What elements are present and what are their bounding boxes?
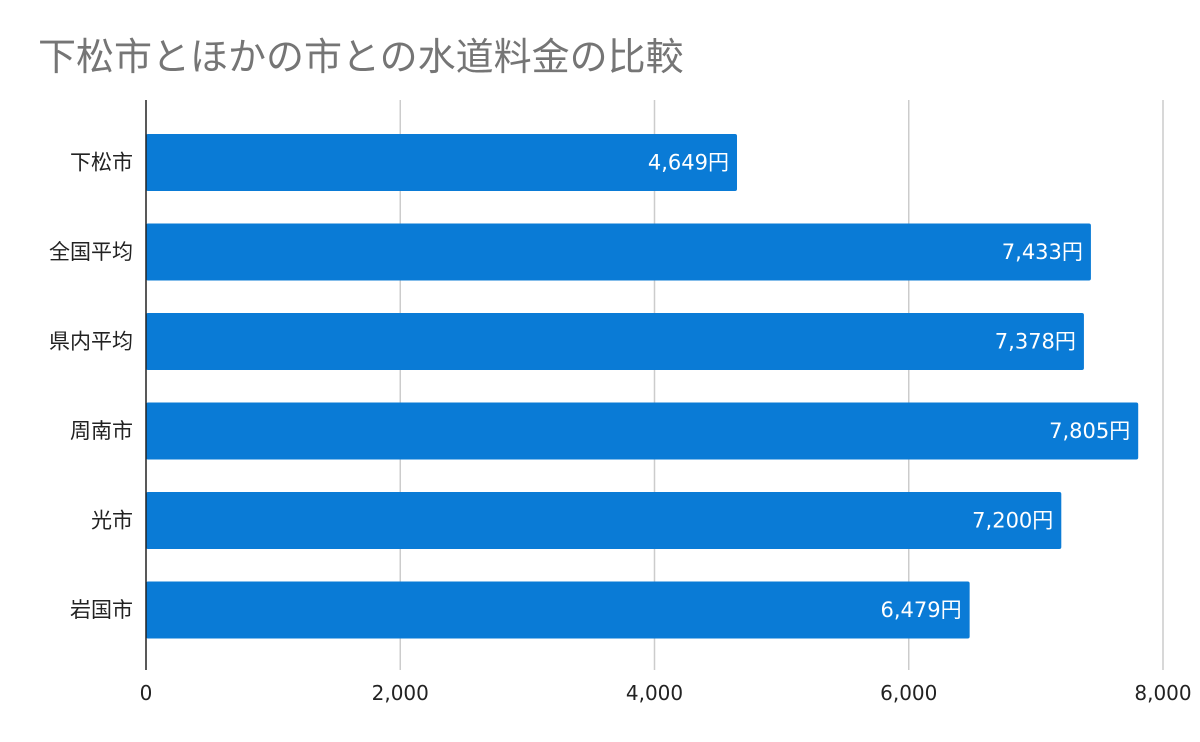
data-label: 7,378円 [995, 330, 1076, 354]
data-label: 6,479円 [881, 598, 962, 622]
category-label: 周南市 [70, 419, 133, 443]
data-label: 4,649円 [648, 151, 729, 175]
bar [146, 492, 1062, 549]
data-label: 7,433円 [1002, 240, 1083, 264]
bar [146, 581, 970, 639]
category-label: 下松市 [70, 151, 133, 175]
bar [146, 134, 738, 191]
gridlines [399, 100, 1164, 670]
bar [146, 402, 1139, 460]
data-label: 7,200円 [972, 509, 1053, 533]
category-label: 光市 [91, 509, 133, 533]
category-label: 全国平均 [49, 240, 133, 264]
x-tick-label: 2,000 [372, 681, 429, 705]
category-label: 県内平均 [49, 330, 133, 354]
x-tick-label: 4,000 [626, 681, 683, 705]
x-tick-label: 0 [140, 681, 153, 705]
x-tick-label: 8,000 [1134, 681, 1191, 705]
category-label: 岩国市 [70, 598, 133, 622]
bars [146, 134, 1139, 639]
data-label: 7,805円 [1049, 419, 1130, 443]
bar [146, 223, 1091, 281]
x-tick-label: 6,000 [880, 681, 937, 705]
chart-title: 下松市とほかの市との水道料金の比較 [38, 35, 684, 79]
bar [146, 313, 1084, 370]
